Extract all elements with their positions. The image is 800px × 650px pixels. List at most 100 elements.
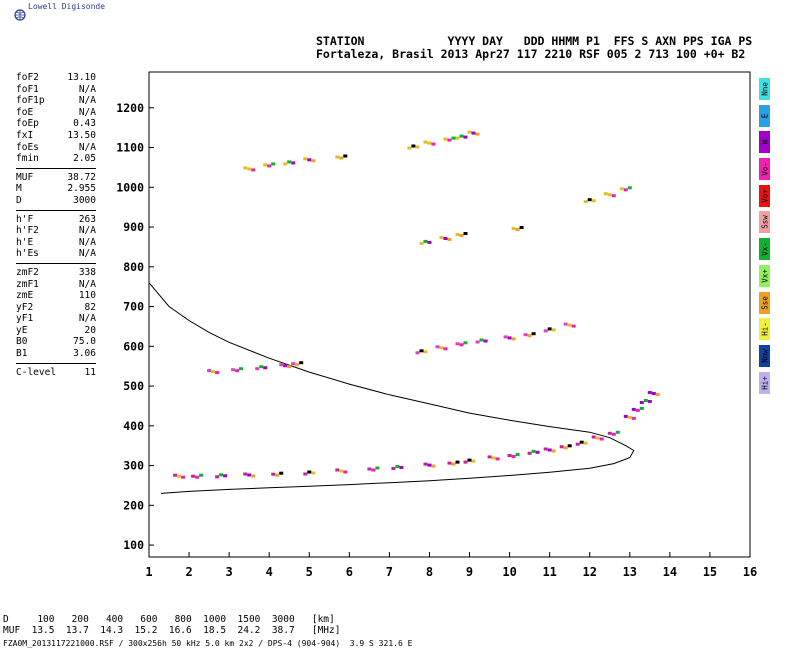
param-row: foEp 0.43: [16, 118, 96, 130]
echo-point: [619, 187, 624, 191]
param-row: zmE 110: [16, 290, 96, 302]
echo-point: [447, 238, 452, 241]
echo-point: [283, 162, 288, 166]
echo-point: [427, 240, 432, 244]
y-tick-label: 1100: [116, 141, 144, 155]
param-value: N/A: [78, 83, 96, 95]
param-value: N/A: [78, 225, 96, 237]
param-row: foF1 N/A: [16, 84, 96, 96]
echo-point: [247, 473, 252, 477]
echo-point: [627, 415, 632, 419]
echo-point: [235, 369, 240, 373]
x-tick-label: 7: [386, 565, 393, 579]
echo-point: [507, 454, 512, 457]
param-row: fxI 13.50: [16, 130, 96, 142]
echo-point: [191, 474, 196, 478]
echo-point: [647, 400, 652, 403]
echo-point: [275, 473, 280, 477]
echo-point: [475, 340, 480, 344]
echo-point: [395, 465, 400, 468]
file-info-footer: FZA0M_2013117221000.RSF / 300x256h 50 kH…: [3, 639, 413, 648]
echo-point: [643, 399, 648, 402]
y-tick-label: 100: [123, 538, 144, 552]
x-tick-label: 12: [583, 565, 597, 579]
param-value: 75.0: [73, 336, 96, 348]
echo-point: [615, 430, 620, 434]
param-value: 0.43: [73, 118, 96, 130]
echo-point: [307, 470, 312, 474]
echo-point: [423, 350, 428, 354]
legend-item: Hi+: [759, 371, 770, 394]
param-label: yE: [16, 324, 28, 336]
param-separator: [16, 262, 96, 264]
echo-point: [603, 192, 608, 196]
echo-point: [471, 131, 476, 135]
param-label: yF2: [16, 301, 34, 313]
legend-label: W: [760, 140, 769, 145]
echo-point: [455, 342, 460, 346]
echo-point: [627, 186, 632, 190]
param-value: 263: [78, 213, 96, 225]
echo-point: [177, 474, 182, 478]
echo-point: [511, 337, 516, 341]
param-value: 13.50: [67, 129, 96, 141]
echo-point: [623, 188, 628, 192]
echo-point: [571, 324, 576, 328]
echo-point: [407, 146, 412, 150]
param-label: M: [16, 183, 22, 195]
y-tick-label: 800: [123, 260, 144, 274]
echo-point: [599, 437, 604, 441]
echo-point: [451, 136, 456, 140]
echo-point: [515, 228, 520, 231]
muf-distance-row: D 100 200 400 600 800 1000 1500 3000 [km…: [3, 614, 335, 625]
echo-point: [563, 446, 568, 450]
y-tick-label: 400: [123, 419, 144, 433]
logo-text: Lowell Digisonde: [28, 2, 106, 11]
echo-point: [423, 140, 428, 144]
echo-point: [343, 470, 348, 474]
param-label: zmE: [16, 290, 34, 302]
legend-item: Nne: [759, 78, 770, 100]
echo-point: [631, 416, 636, 420]
echo-point: [267, 164, 272, 168]
y-tick-label: 900: [123, 220, 144, 234]
echo-point: [173, 473, 178, 477]
legend-item: Nnw: [759, 344, 770, 367]
param-row: foEs N/A: [16, 142, 96, 154]
echo-point: [439, 346, 444, 350]
echo-point: [271, 472, 276, 476]
param-label: D: [16, 194, 22, 206]
echo-point: [503, 335, 508, 339]
echo-point: [639, 401, 644, 404]
echo-point: [399, 466, 404, 469]
electron-density-profile: [148, 282, 635, 494]
echo-point: [447, 138, 452, 142]
lowell-digisonde-logo: Lowell Digisonde: [6, 2, 156, 22]
legend-label: Vx+: [760, 269, 769, 283]
param-label: h'E: [16, 236, 34, 248]
param-label: h'F2: [16, 225, 39, 237]
param-label: yF1: [16, 313, 34, 325]
echo-point: [219, 473, 224, 477]
echo-point: [459, 234, 464, 237]
param-row: C-level 11: [16, 367, 96, 379]
echo-point: [579, 440, 584, 444]
echo-point: [375, 466, 380, 470]
echo-point: [655, 393, 660, 396]
echo-point: [295, 363, 300, 367]
globe-icon: [14, 9, 26, 21]
y-tick-label: 500: [123, 379, 144, 393]
param-value: N/A: [78, 278, 96, 290]
legend-item: Sse: [759, 291, 770, 314]
echo-point: [531, 332, 536, 336]
param-row: fmin 2.05: [16, 153, 96, 165]
echo-point: [511, 455, 516, 458]
echo-point: [595, 436, 600, 440]
echo-point: [243, 472, 248, 476]
param-value: 2.955: [67, 183, 96, 195]
echo-point: [559, 445, 564, 449]
legend-item: E: [759, 104, 770, 127]
echo-point: [495, 457, 500, 461]
echo-point: [263, 163, 268, 167]
echo-point: [479, 338, 484, 342]
